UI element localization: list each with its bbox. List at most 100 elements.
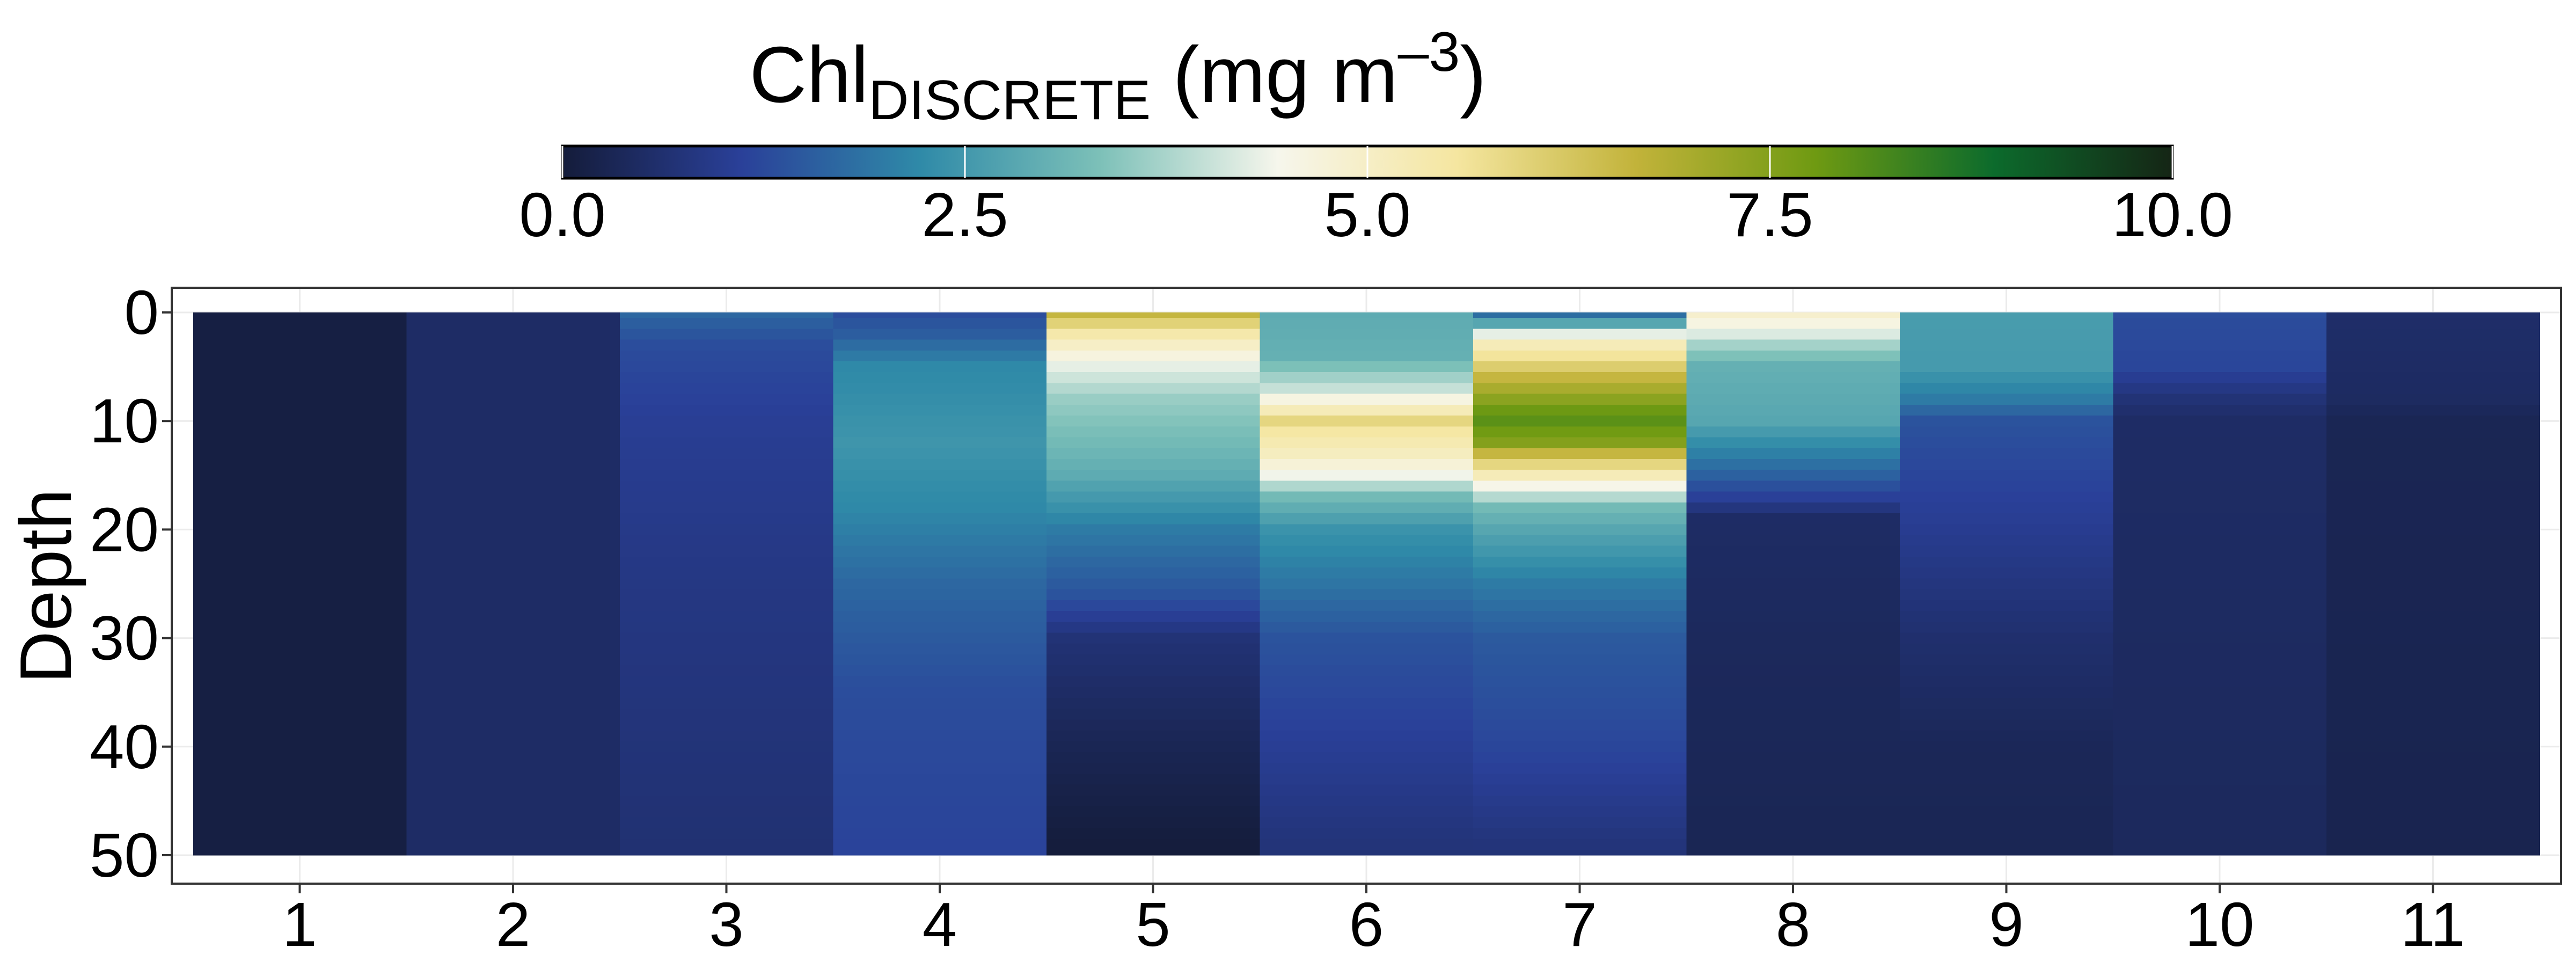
heatmap-cell [2113, 578, 2327, 590]
heatmap-cell [1046, 763, 1260, 774]
heatmap-cell [193, 611, 407, 622]
heatmap-cell [1899, 383, 2113, 395]
heatmap-cell [1473, 697, 1687, 709]
heatmap-cell [1899, 632, 2113, 644]
heatmap-cell [1686, 817, 1900, 829]
heatmap-cell [1686, 709, 1900, 720]
heatmap-cell [406, 416, 620, 427]
heatmap-cell [2326, 339, 2540, 351]
heatmap-cell [1260, 426, 1474, 438]
heatmap-cell [2113, 741, 2327, 753]
heatmap-cell [1473, 535, 1687, 547]
heatmap-cell [406, 524, 620, 536]
heatmap-cell [193, 513, 407, 524]
heatmap-cell [1686, 458, 1900, 470]
colorbar-title-subscript: DISCRETE [868, 69, 1151, 132]
heatmap-cell [619, 312, 833, 318]
heatmap-cell [1473, 784, 1687, 796]
heatmap-cell [1899, 480, 2113, 492]
heatmap-cell [1046, 491, 1260, 503]
heatmap-cell [1260, 687, 1474, 698]
heatmap-cell [193, 654, 407, 666]
heatmap-cell [1899, 795, 2113, 807]
heatmap-cell [1686, 611, 1900, 622]
heatmap-cell [193, 622, 407, 633]
heatmap-cell [1260, 394, 1474, 405]
heatmap-cell [619, 480, 833, 492]
heatmap-cell [2113, 524, 2327, 536]
heatmap-cell [1899, 350, 2113, 362]
heatmap-cell [1260, 611, 1474, 622]
heatmap-cell [833, 513, 1047, 524]
heatmap-cell [2113, 318, 2327, 329]
heatmap-cell [2113, 643, 2327, 655]
heatmap-cell [406, 480, 620, 492]
heatmap-cell [1899, 556, 2113, 568]
heatmap-cell [1260, 502, 1474, 514]
heatmap-cell [193, 795, 407, 807]
heatmap-cell [2326, 361, 2540, 373]
heatmap-cell [619, 741, 833, 753]
heatmap-cell [2113, 687, 2327, 698]
heatmap-cell [619, 654, 833, 666]
heatmap-cell [833, 795, 1047, 807]
heatmap-cell [619, 806, 833, 818]
heatmap-cell [2326, 806, 2540, 818]
heatmap-cell [2326, 480, 2540, 492]
heatmap-cell [2326, 676, 2540, 688]
y-tick-label: 20 [90, 494, 159, 564]
heatmap-cell [833, 448, 1047, 460]
heatmap-cell [406, 578, 620, 590]
heatmap-cell [1260, 741, 1474, 753]
heatmap-cell [2326, 426, 2540, 438]
heatmap-cell [1899, 513, 2113, 524]
heatmap-cell [2113, 448, 2327, 460]
heatmap-cell [1260, 545, 1474, 557]
heatmap-cell [619, 632, 833, 644]
heatmap-cell [406, 806, 620, 818]
heatmap-cell [1899, 329, 2113, 340]
heatmap-cell [2326, 350, 2540, 362]
heatmap-cell [1686, 687, 1900, 698]
heatmap-cell [1046, 372, 1260, 384]
heatmap-cell [2326, 763, 2540, 774]
heatmap-cell [1260, 416, 1474, 427]
heatmap-cell [406, 643, 620, 655]
heatmap-cell [2326, 849, 2540, 856]
x-tick-label: 4 [923, 890, 957, 959]
heatmap-cell [406, 752, 620, 763]
heatmap-cell [406, 632, 620, 644]
heatmap-cell [406, 329, 620, 340]
heatmap-cell [1473, 394, 1687, 405]
heatmap-cell [1046, 458, 1260, 470]
heatmap-cell [1046, 470, 1260, 482]
heatmap-cell [2113, 361, 2327, 373]
heatmap-cell [406, 763, 620, 774]
heatmap-cell [2113, 383, 2327, 395]
heatmap-cell [1046, 513, 1260, 524]
heatmap-cell [833, 632, 1047, 644]
heatmap-cell [619, 687, 833, 698]
heatmap-cell [2326, 687, 2540, 698]
heatmap-cell [1899, 687, 2113, 698]
heatmap-cell [193, 524, 407, 536]
heatmap-cell [833, 730, 1047, 742]
heatmap-cell [2326, 394, 2540, 405]
heatmap-cell [619, 676, 833, 688]
heatmap-cell [1473, 524, 1687, 536]
heatmap-cell [1473, 361, 1687, 373]
heatmap-cell [406, 676, 620, 688]
heatmap-cell [2113, 567, 2327, 579]
heatmap-cell [406, 828, 620, 840]
heatmap-cell [1686, 806, 1900, 818]
heatmap-cell [833, 567, 1047, 579]
heatmap-cell [619, 404, 833, 416]
heatmap-cell [1899, 318, 2113, 329]
heatmap-cell [1686, 600, 1900, 611]
heatmap-cell [1473, 632, 1687, 644]
heatmap-cell [1686, 849, 1900, 856]
heatmap-cell [1686, 437, 1900, 449]
heatmap-cell [2326, 709, 2540, 720]
heatmap-cell [619, 567, 833, 579]
heatmap-cell [619, 709, 833, 720]
